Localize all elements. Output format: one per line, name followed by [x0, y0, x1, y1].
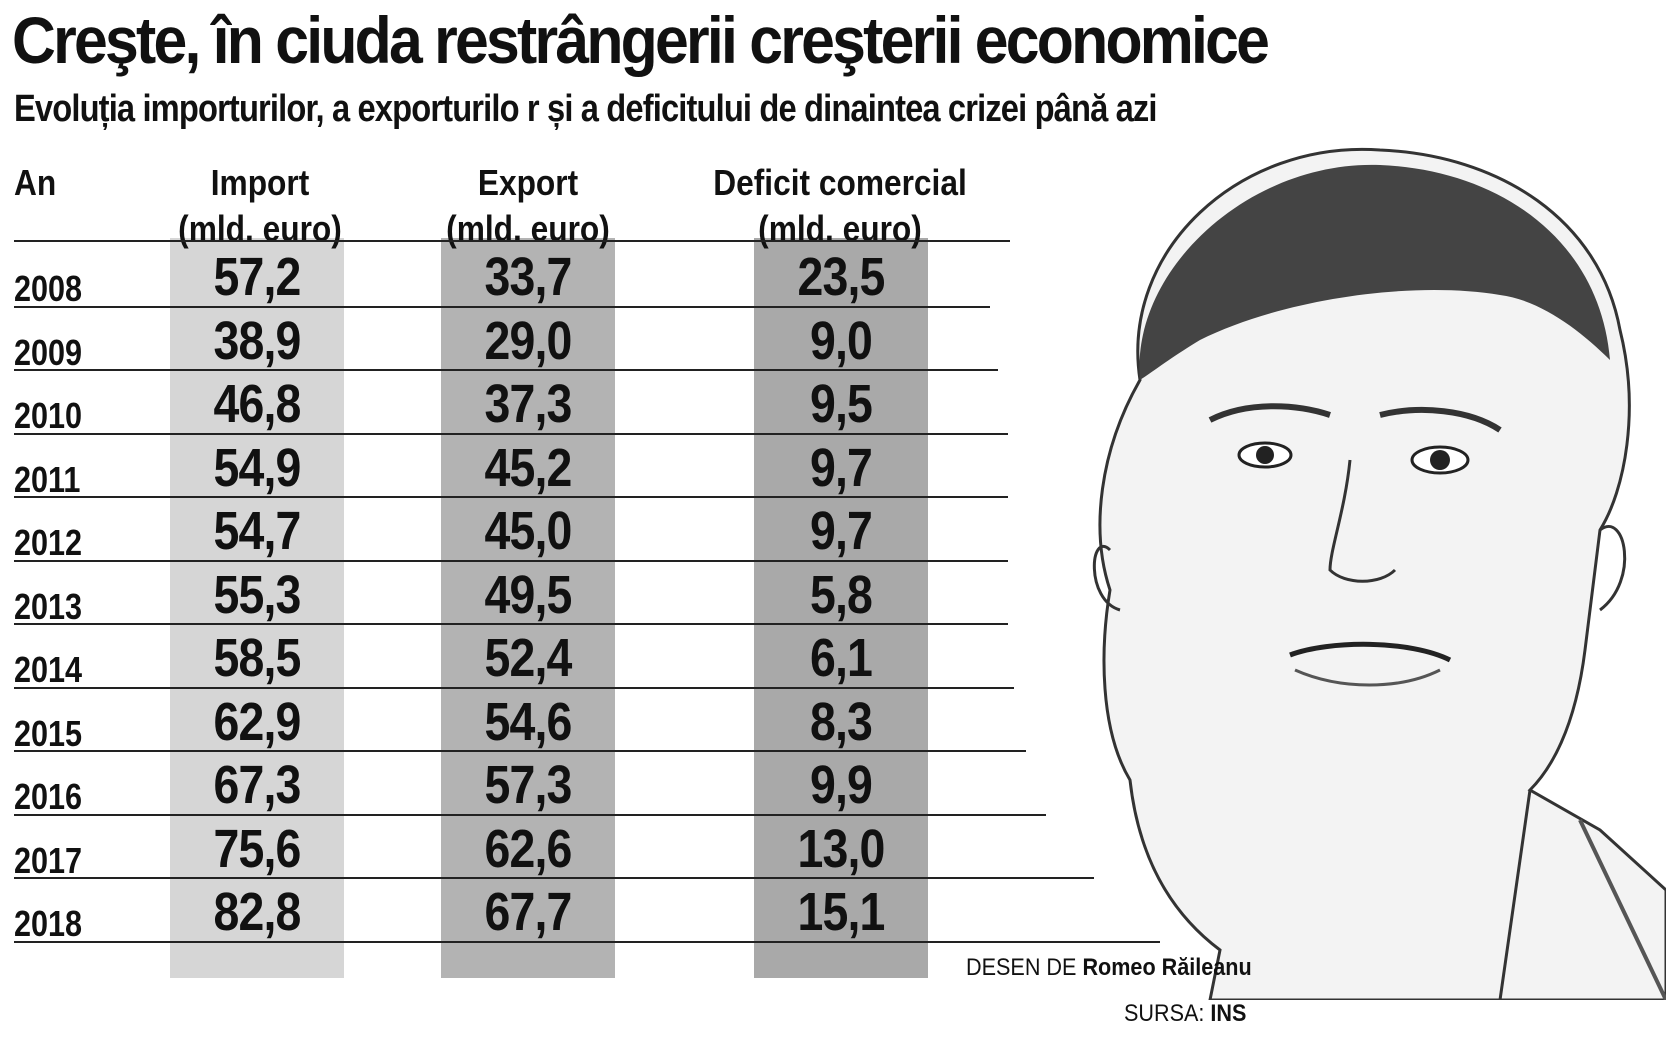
import-cell: 54,7	[213, 501, 302, 561]
page-subtitle: Evoluția importurilor, a exporturilo r ș…	[14, 88, 1158, 130]
import-cell: 62,9	[213, 691, 302, 752]
export-cell: 54,6	[484, 691, 573, 752]
source-name: INS	[1210, 1000, 1247, 1027]
year-cell: 2016	[14, 776, 83, 817]
table-rule	[14, 369, 998, 371]
table-rule	[14, 305, 990, 308]
deficit-cell: 15,1	[797, 882, 886, 942]
page-title: Creşte, în ciuda restrângerii creşterii …	[12, 3, 1270, 77]
import-column-shade	[170, 238, 344, 978]
table-row: 2008 57,2 33,7 23,5	[0, 244, 1100, 310]
deficit-column-shade	[754, 238, 928, 978]
export-cell: 62,6	[484, 818, 573, 879]
table-rule	[14, 750, 1026, 752]
table-rule	[14, 496, 1008, 498]
table-row: 2013 55,3 49,5 5,8	[0, 562, 1100, 628]
table-row: 2011 54,9 45,2 9,7	[0, 435, 1100, 501]
import-cell: 38,9	[213, 310, 302, 371]
table-row: 2015 62,9 54,6 8,3	[0, 689, 1100, 755]
deficit-cell: 9,5	[809, 374, 873, 434]
export-cell: 45,2	[484, 437, 573, 498]
deficit-cell: 8,3	[809, 691, 873, 752]
table-rule	[14, 432, 1008, 435]
table-rule	[14, 240, 1010, 242]
source-prefix: SURSA:	[1124, 1000, 1211, 1027]
year-cell: 2010	[14, 395, 83, 436]
header-import-unit: (mld. euro)	[178, 208, 342, 249]
table-rule	[14, 940, 1160, 943]
illustration-credit: DESEN DE Romeo Răileanu	[966, 954, 1252, 982]
export-cell: 37,3	[484, 374, 573, 434]
header-export: Export (mld. euro)	[440, 160, 616, 252]
table-row: 2018 82,8 67,7 15,1	[0, 879, 1100, 945]
import-cell: 55,3	[213, 564, 302, 625]
table-row: 2012 54,7 45,0 9,7	[0, 498, 1100, 564]
import-cell: 46,8	[213, 374, 302, 434]
table-row: 2009 38,9 29,0 9,0	[0, 308, 1100, 374]
import-cell: 54,9	[213, 437, 302, 498]
import-cell: 58,5	[213, 628, 302, 688]
deficit-cell: 9,0	[809, 310, 873, 371]
deficit-cell: 6,1	[809, 628, 873, 688]
deficit-cell: 5,8	[809, 564, 873, 625]
header-export-label: Export	[477, 162, 579, 203]
table-row: 2016 67,3 57,3 9,9	[0, 752, 1100, 818]
table-rule	[14, 559, 1008, 562]
table-row: 2014 58,5 52,4 6,1	[0, 625, 1100, 691]
portrait-drawing	[1092, 147, 1666, 1000]
year-cell: 2014	[14, 649, 83, 690]
year-cell: 2017	[14, 839, 83, 881]
data-source: SURSA: INS	[1124, 1000, 1246, 1028]
export-cell: 29,0	[484, 310, 573, 371]
year-cell: 2009	[14, 331, 83, 373]
header-import-label: Import	[210, 162, 310, 203]
header-deficit: Deficit comercial (mld. euro)	[708, 160, 972, 252]
export-cell: 52,4	[484, 628, 573, 688]
import-cell: 82,8	[213, 882, 302, 942]
table-row: 2010 46,8 37,3 9,5	[0, 371, 1100, 437]
import-cell: 67,3	[213, 755, 302, 815]
deficit-cell: 9,9	[809, 755, 873, 815]
deficit-cell: 13,0	[797, 818, 886, 879]
export-column-shade	[441, 238, 615, 978]
year-cell: 2013	[14, 585, 83, 627]
export-cell: 67,7	[484, 882, 573, 942]
year-cell: 2018	[14, 903, 83, 944]
table-rule	[14, 877, 1094, 879]
credit-name: Romeo Răileanu	[1082, 954, 1252, 981]
table-rule	[14, 686, 1014, 689]
header-deficit-label: Deficit comercial	[713, 162, 967, 203]
header-export-unit: (mld. euro)	[446, 208, 610, 249]
header-year: An	[14, 162, 57, 203]
export-cell: 57,3	[484, 755, 573, 815]
year-cell: 2015	[14, 712, 83, 754]
year-cell: 2011	[14, 458, 81, 500]
header-deficit-unit: (mld. euro)	[758, 208, 922, 249]
deficit-cell: 9,7	[809, 501, 873, 561]
table-row: 2017 75,6 62,6 13,0	[0, 816, 1100, 882]
table-rule	[14, 623, 1008, 625]
header-import: Import (mld. euro)	[172, 160, 348, 252]
credit-prefix: DESEN DE	[966, 954, 1083, 981]
deficit-cell: 9,7	[809, 437, 873, 498]
table-rule	[14, 813, 1046, 816]
year-cell: 2008	[14, 268, 83, 309]
import-cell: 75,6	[213, 818, 302, 879]
export-cell: 33,7	[484, 247, 573, 307]
import-cell: 57,2	[213, 247, 302, 307]
year-cell: 2012	[14, 522, 83, 563]
export-cell: 49,5	[484, 564, 573, 625]
deficit-cell: 23,5	[797, 247, 886, 307]
export-cell: 45,0	[484, 501, 573, 561]
